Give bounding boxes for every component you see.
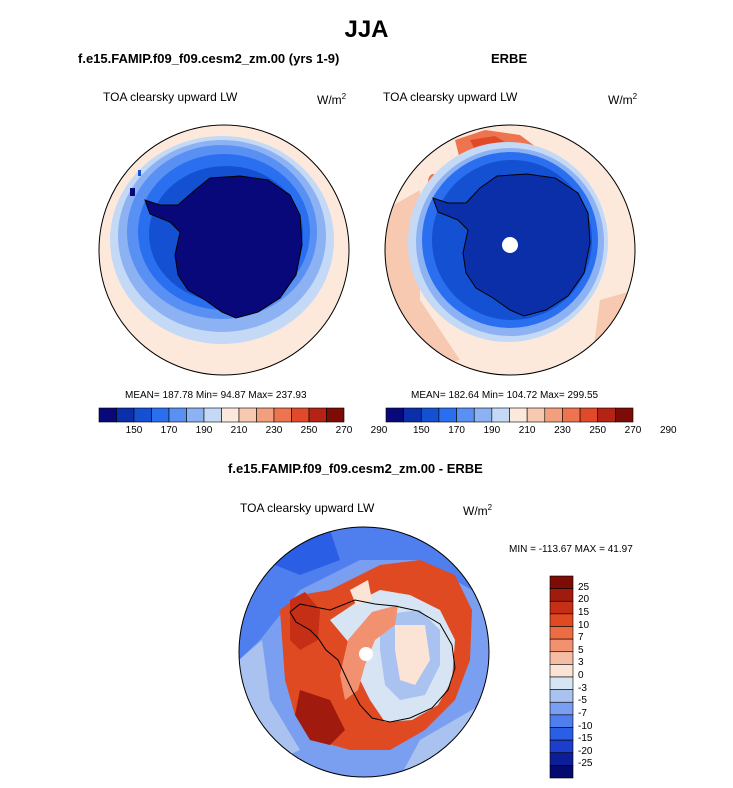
colorbar-tick-label: 190 [195, 425, 213, 436]
colorbar-swatch [438, 407, 457, 423]
colorbar-swatch [98, 407, 117, 423]
colorbar-swatch [579, 407, 599, 423]
colorbar-swatch [116, 407, 135, 423]
colorbar-swatch [203, 407, 222, 423]
panel-title-erbe: ERBE [491, 51, 528, 66]
colorbar-swatch [549, 575, 574, 589]
colorbar-tick-label: 290 [370, 425, 388, 436]
colorbar-tick-label: 250 [300, 425, 318, 436]
colorbar-swatch [221, 407, 240, 423]
colorbar-swatch [549, 638, 574, 653]
panel-title-model: f.e15.FAMIP.f09_f09.cesm2_zm.00 (yrs 1-9… [78, 51, 340, 66]
colorbar-tick-label: 170 [160, 425, 178, 436]
colorbar-swatch [549, 613, 574, 627]
colorbar-swatch [549, 739, 574, 754]
colorbar-swatch [544, 407, 563, 423]
colorbar-swatch [491, 407, 510, 423]
colorbar-swatch [326, 407, 345, 423]
colorbar-tick-label: 250 [589, 425, 607, 436]
colorbar-tick-label: 10 [578, 619, 590, 631]
colorbar-swatch [549, 714, 574, 728]
colorbar-swatch [549, 701, 574, 716]
colorbar-tick-label: 230 [554, 425, 571, 436]
colorbar-swatch [509, 407, 528, 423]
colorbar-tick-label: 5 [578, 644, 584, 656]
colorbar-swatch [549, 651, 574, 665]
panel-label-model: TOA clearsky upward LW [103, 90, 238, 104]
colorbar-swatch [549, 689, 574, 703]
colorbar-tick-label: 210 [230, 425, 248, 436]
map-fill-erbe [385, 125, 635, 375]
panel-label-erbe: TOA clearsky upward LW [383, 90, 518, 104]
colorbar-tick-label: 3 [578, 657, 584, 669]
colorbar-swatch [549, 765, 574, 779]
colorbar-tick-label: -25 [578, 758, 593, 770]
colorbar-swatch [385, 407, 404, 423]
colorbar-tick-label: -5 [578, 695, 587, 707]
colorbar-swatch [549, 600, 574, 615]
colorbar-tick-label: -10 [578, 720, 593, 732]
colorbar-tick-label: 210 [518, 425, 536, 436]
colorbar-tick-label: 20 [578, 594, 590, 606]
colorbar-swatch [273, 407, 292, 423]
colorbar-swatch [549, 626, 574, 640]
colorbar-tick-label: 190 [483, 425, 501, 436]
colorbar-tick-label: 270 [624, 425, 642, 436]
colorbar-tick-label: -20 [578, 745, 593, 757]
colorbar-swatch [473, 407, 493, 423]
colorbar-swatch [151, 407, 170, 423]
colorbar-tick-label: 270 [335, 425, 353, 436]
colorbar-swatch [420, 407, 440, 423]
colorbar-tick-label: 25 [578, 581, 590, 593]
colorbar-swatch [256, 407, 275, 423]
colorbar-tick-label: 150 [125, 425, 143, 436]
panel-units-erbe: W/m2 [608, 92, 638, 107]
panel-units-diff: W/m2 [463, 503, 493, 518]
colorbar-tick-label: 290 [659, 425, 677, 436]
colorbar-swatch [168, 407, 187, 423]
colorbar-swatch [562, 407, 581, 423]
map-fill-diff [239, 527, 489, 777]
figure-title: JJA [344, 16, 389, 43]
colorbar-tick-label: -15 [578, 733, 593, 745]
colorbar-tick-label: 0 [578, 670, 584, 681]
colorbar-swatch [549, 664, 574, 678]
colorbar-tick-label: 15 [578, 606, 590, 618]
colorbar-swatch [549, 588, 574, 602]
stats-erbe: MEAN= 182.64 Min= 104.72 Max= 299.55 [411, 390, 599, 401]
colorbar-swatch [456, 407, 475, 423]
colorbar-swatch [186, 407, 205, 423]
colorbar-tick-label: 230 [265, 425, 283, 436]
diff-title: f.e15.FAMIP.f09_f09.cesm2_zm.00 - ERBE [228, 461, 483, 476]
colorbar-tick-label: -3 [578, 682, 587, 694]
colorbar-tick-label: 7 [578, 632, 584, 644]
colorbar-swatch [615, 407, 634, 423]
colorbar-tick-label: -7 [578, 707, 587, 719]
pole-hole-diff [359, 647, 373, 661]
stats-model: MEAN= 187.78 Min= 94.87 Max= 237.93 [125, 390, 307, 401]
panel-label-diff: TOA clearsky upward LW [240, 501, 375, 515]
colorbar-swatch [238, 407, 257, 423]
colorbar-swatch [549, 752, 574, 766]
pole-hole-erbe [502, 237, 518, 253]
colorbar-swatch [133, 407, 152, 423]
colorbar-swatch [403, 407, 422, 423]
colorbar-swatch [549, 676, 574, 690]
colorbar-swatch [597, 407, 616, 423]
colorbar-tick-label: 170 [448, 425, 465, 436]
map-fill-model [99, 125, 349, 375]
stats-diff: MIN = -113.67 MAX = 41.97 [509, 544, 633, 555]
colorbar-swatch [526, 407, 546, 423]
panel-units-model: W/m2 [317, 92, 347, 107]
colorbar-swatch [291, 407, 310, 423]
colorbar-tick-label: 150 [412, 425, 430, 436]
colorbar-swatch [308, 407, 327, 423]
colorbar-swatch [549, 727, 574, 741]
